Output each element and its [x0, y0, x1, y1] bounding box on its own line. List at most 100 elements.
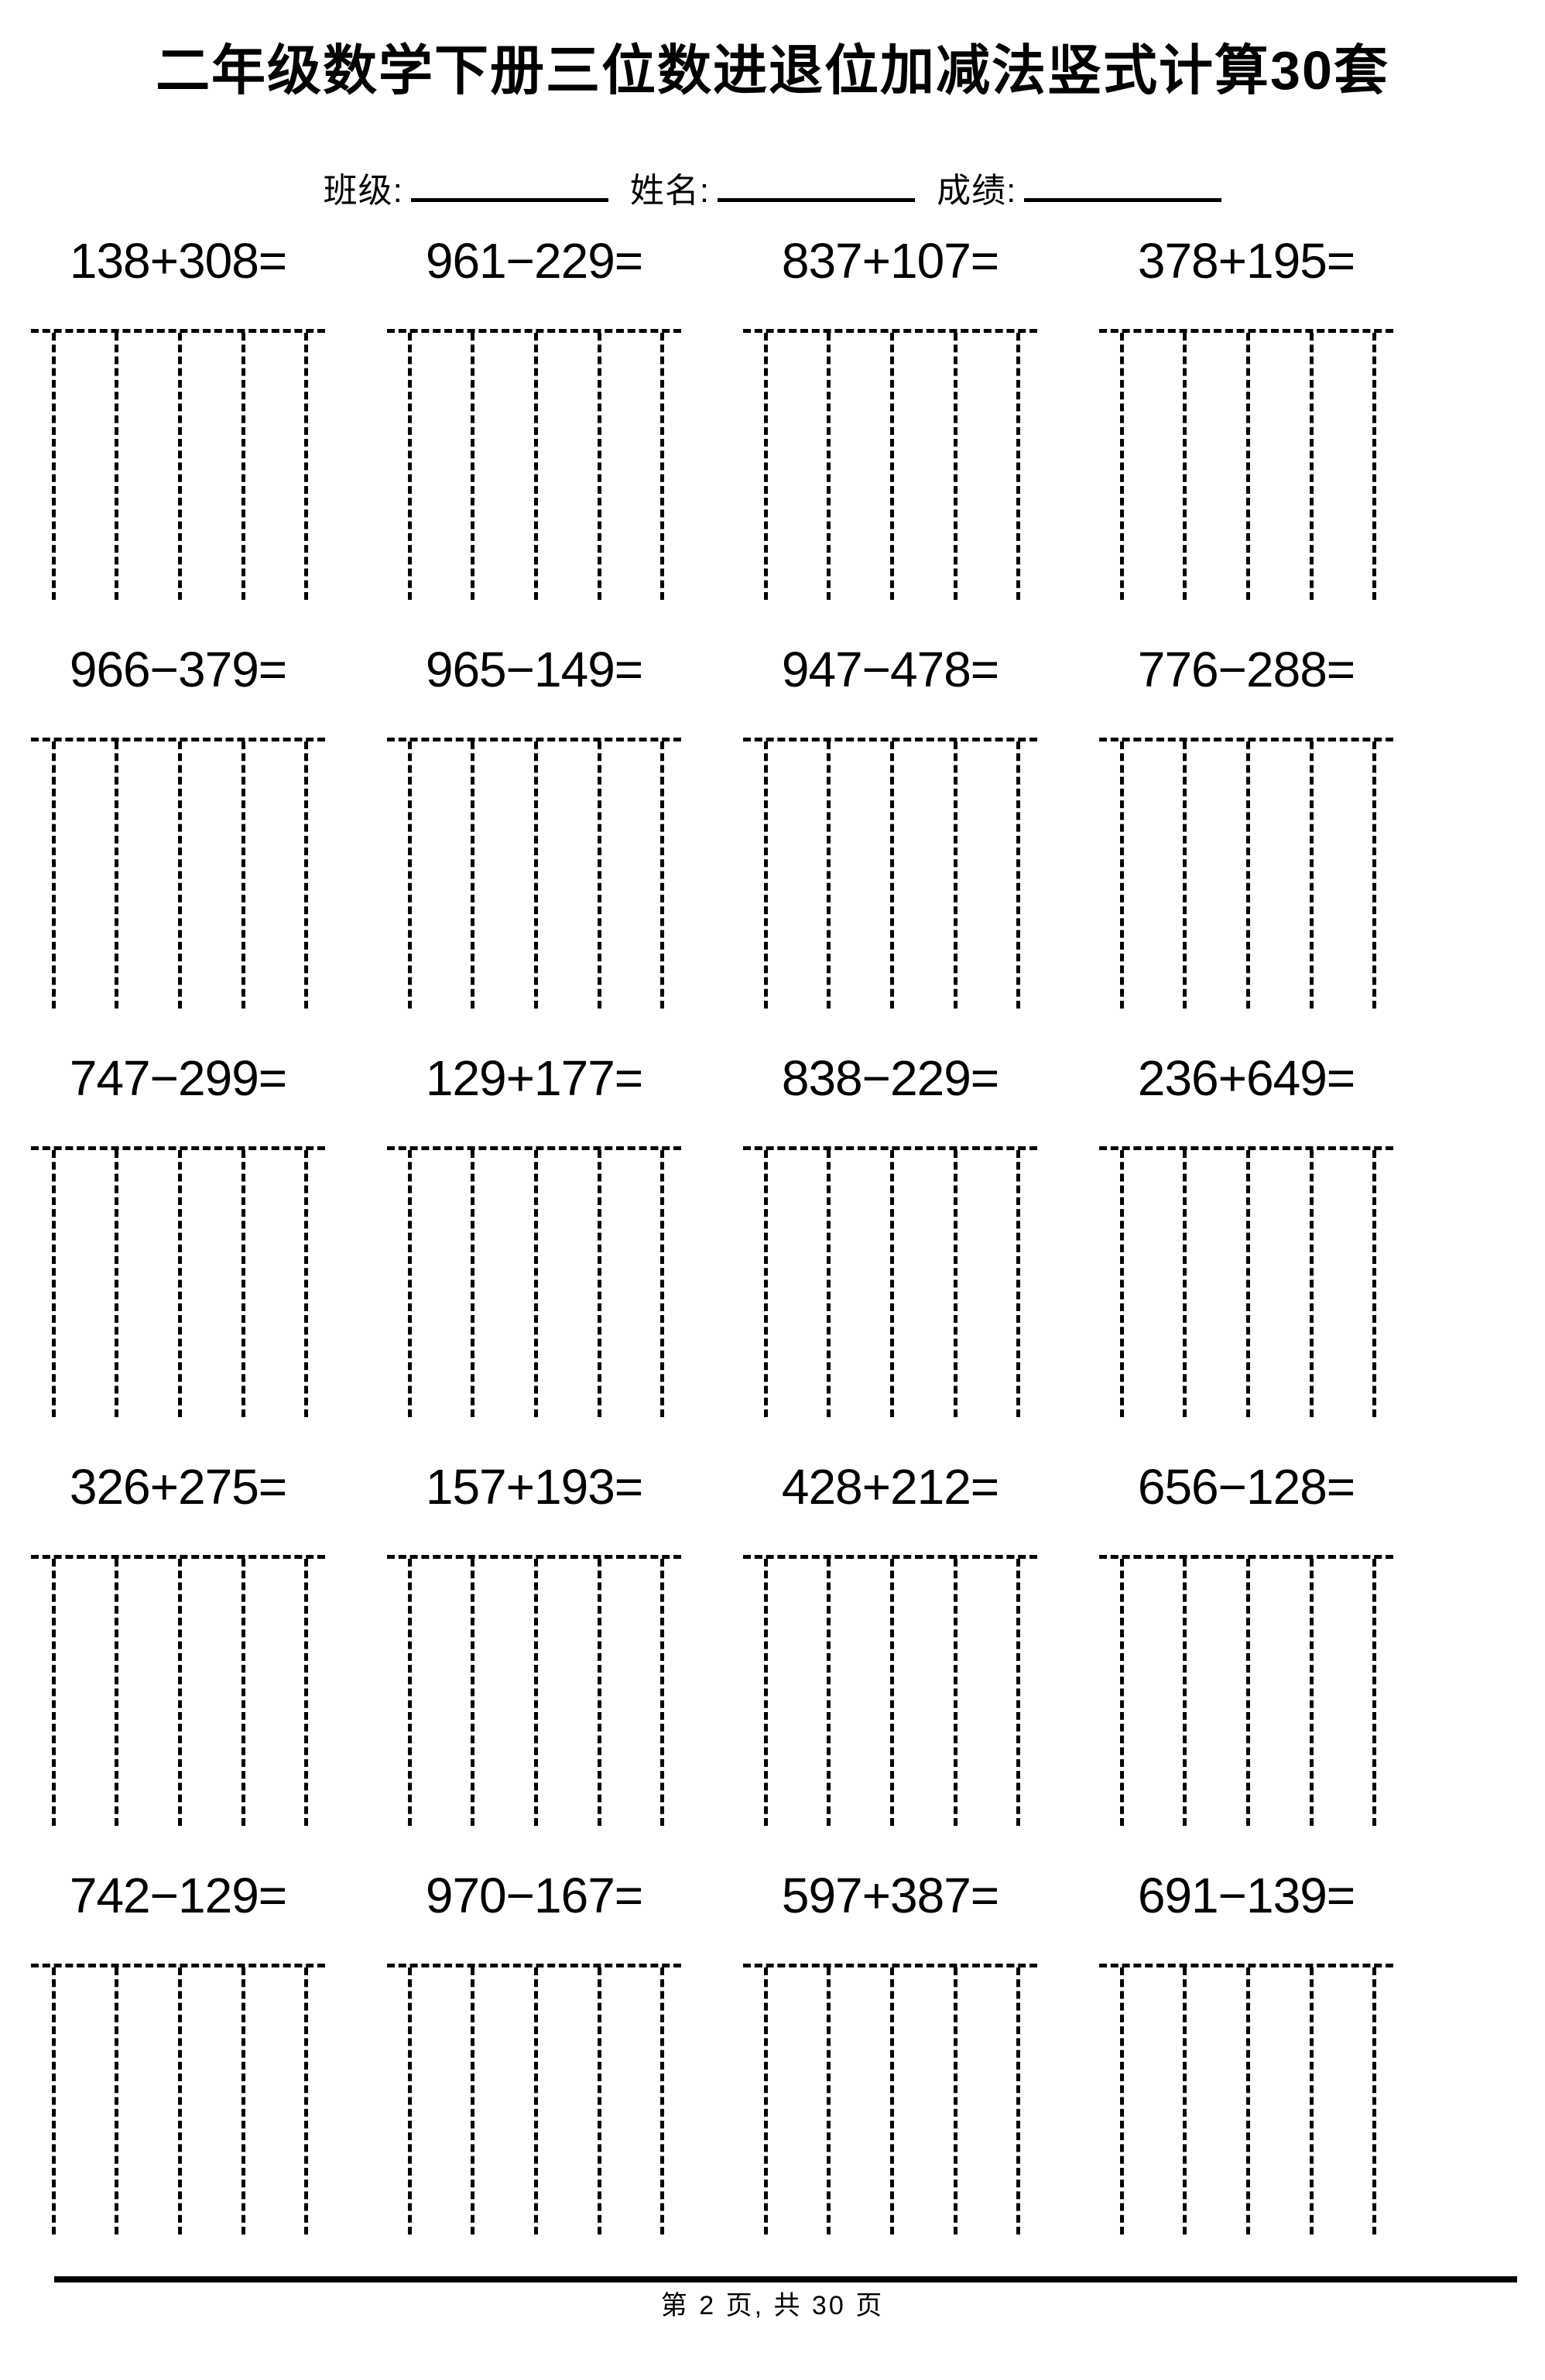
vertical-calc-grid [1099, 1555, 1393, 1826]
equation-text: 742−129= [69, 1868, 287, 1923]
grid-vline [1372, 333, 1377, 600]
grid-vline [953, 1150, 957, 1417]
grid-vline [1183, 1559, 1187, 1826]
problem-cell: 597+387= [743, 1866, 1037, 2234]
vertical-calc-grid [31, 1146, 325, 1417]
grid-vline [953, 333, 957, 600]
problem-cell: 428+212= [743, 1457, 1037, 1826]
vertical-calc-grid [743, 738, 1037, 1009]
equation-text: 837+107= [781, 233, 999, 289]
grid-vline [763, 1559, 768, 1826]
grid-vline [115, 1967, 119, 2234]
vertical-calc-grid [387, 738, 681, 1009]
grid-vline [407, 741, 412, 1009]
vertical-calc-grid [743, 1555, 1037, 1826]
grid-vline [890, 1967, 894, 2234]
grid-vline [471, 741, 475, 1009]
student-info-header: 班级: 姓名: 成绩: [0, 167, 1545, 211]
problem-cell: 776−288= [1099, 640, 1393, 1009]
equation-text: 326+275= [69, 1459, 287, 1515]
problems-area: 138+308= 961−229= 837+107= 378+195= [31, 231, 1393, 2234]
grid-vline [178, 741, 182, 1009]
equation-text: 747−299= [69, 1050, 287, 1106]
grid-vline [51, 333, 56, 600]
equation-text: 970−167= [425, 1868, 643, 1923]
grid-vline [241, 1150, 245, 1417]
grid-vline [1246, 1559, 1250, 1826]
problem-cell: 837+107= [743, 231, 1037, 600]
equation-text: 965−149= [425, 642, 643, 697]
vertical-calc-grid [743, 329, 1037, 600]
problem-cell: 129+177= [387, 1049, 681, 1417]
grid-vline [597, 333, 601, 600]
problem-row-3: 747−299= 129+177= 838−229= 236+649= [31, 1049, 1393, 1417]
equation-text: 236+649= [1137, 1050, 1355, 1106]
equation-text: 656−128= [1137, 1459, 1355, 1515]
grid-vline [115, 1150, 119, 1417]
class-blank-line [410, 167, 608, 202]
grid-vline [660, 1150, 665, 1417]
grid-vline [1119, 1559, 1124, 1826]
grid-vline [827, 1150, 831, 1417]
score-blank-line [1024, 167, 1222, 202]
grid-vline [1119, 741, 1124, 1009]
problem-cell: 138+308= [31, 231, 325, 600]
grid-vline [1119, 333, 1124, 600]
vertical-calc-grid [387, 1146, 681, 1417]
page-number: 第 2 页, 共 30 页 [660, 2291, 885, 2320]
problem-cell: 965−149= [387, 640, 681, 1009]
grid-vline [953, 741, 957, 1009]
problem-cell: 378+195= [1099, 231, 1393, 600]
grid-vline [890, 741, 894, 1009]
grid-vline [660, 1559, 665, 1826]
equation-text: 961−229= [425, 233, 643, 289]
grid-vline [597, 741, 601, 1009]
grid-vline [1246, 741, 1250, 1009]
grid-vline [1016, 741, 1021, 1009]
grid-vline [890, 333, 894, 600]
vertical-calc-grid [387, 1964, 681, 2234]
grid-vline [534, 333, 538, 600]
problem-cell: 970−167= [387, 1866, 681, 2234]
grid-vline [763, 1967, 768, 2234]
equation-text: 428+212= [781, 1459, 999, 1515]
grid-vline [953, 1967, 957, 2234]
grid-vline [660, 333, 665, 600]
grid-vline [534, 741, 538, 1009]
grid-vline [241, 741, 245, 1009]
grid-vline [178, 1150, 182, 1417]
grid-vline [1183, 741, 1187, 1009]
grid-vline [304, 1559, 309, 1826]
grid-vline [51, 1967, 56, 2234]
grid-vline [1372, 1967, 1377, 2234]
equation-text: 129+177= [425, 1050, 643, 1106]
equation-text: 138+308= [69, 233, 287, 289]
problem-cell: 691−139= [1099, 1866, 1393, 2234]
problem-row-1: 138+308= 961−229= 837+107= 378+195= [31, 231, 1393, 600]
grid-vline [763, 333, 768, 600]
grid-vline [763, 1150, 768, 1417]
equation-text: 838−229= [781, 1050, 999, 1106]
equation-text: 378+195= [1137, 233, 1355, 289]
grid-vline [178, 333, 182, 600]
problem-cell: 838−229= [743, 1049, 1037, 1417]
grid-vline [1119, 1150, 1124, 1417]
vertical-calc-grid [387, 1555, 681, 1826]
grid-vline [1183, 1150, 1187, 1417]
vertical-calc-grid [743, 1964, 1037, 2234]
grid-vline [407, 1150, 412, 1417]
grid-vline [115, 1559, 119, 1826]
grid-vline [1016, 1967, 1021, 2234]
problem-cell: 656−128= [1099, 1457, 1393, 1826]
grid-vline [1372, 741, 1377, 1009]
grid-vline [1372, 1559, 1377, 1826]
grid-vline [597, 1559, 601, 1826]
vertical-calc-grid [31, 738, 325, 1009]
grid-vline [51, 1559, 56, 1826]
grid-vline [1372, 1150, 1377, 1417]
grid-vline [1309, 1150, 1314, 1417]
grid-vline [1183, 1967, 1187, 2234]
problem-cell: 961−229= [387, 231, 681, 600]
grid-vline [1246, 1967, 1250, 2234]
problem-cell: 966−379= [31, 640, 325, 1009]
